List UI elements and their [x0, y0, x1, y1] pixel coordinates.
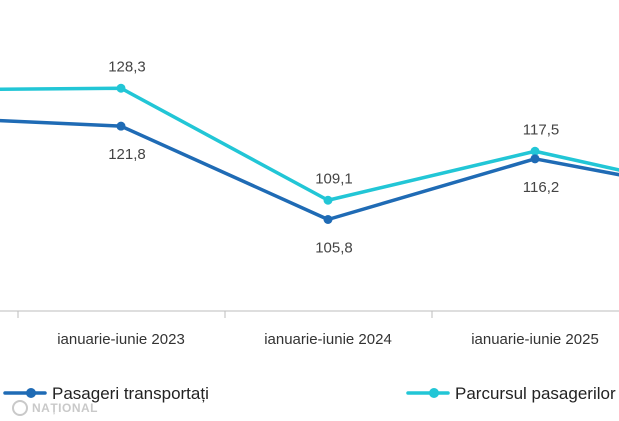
watermark-logo: NAȚIONAL [12, 400, 98, 416]
watermark-icon [12, 400, 28, 416]
legend-swatch-marker [26, 388, 36, 398]
x-axis: ianuarie-iunie 2023 ianuarie-iunie 2024 ia… [0, 310, 619, 348]
x-tick-label: ianuarie-iunie 2024 [264, 331, 392, 348]
legend-item: Pasageri transportați [3, 384, 209, 403]
data-point [116, 83, 126, 93]
data-label: 128,3 [108, 58, 146, 75]
data-point [530, 146, 540, 156]
legend-label: Pasageri transportați [52, 384, 209, 403]
data-labels: 121,8 105,8 116,2 128,3 109,1 117,5 [108, 58, 559, 256]
legend: Pasageri transportați Parcursul pasageril… [3, 384, 616, 403]
data-point [323, 215, 333, 224]
data-point [323, 195, 333, 205]
legend-swatch-marker [429, 388, 439, 398]
data-label: 105,8 [315, 240, 353, 257]
data-point [116, 121, 126, 131]
data-label: 117,5 [523, 121, 559, 138]
data-label: 109,1 [315, 170, 353, 187]
x-tick-label: ianuarie-iunie 2023 [57, 331, 185, 348]
watermark-text: NAȚIONAL [32, 401, 98, 415]
data-point [530, 154, 540, 164]
legend-item: Parcursul pasagerilor [406, 384, 616, 403]
legend-label: Parcursul pasagerilor [455, 384, 616, 403]
data-label: 116,2 [523, 179, 559, 196]
x-tick-label: ianuarie-iunie 2025 [471, 331, 599, 348]
data-label: 121,8 [108, 146, 146, 163]
series-layer [0, 83, 619, 224]
